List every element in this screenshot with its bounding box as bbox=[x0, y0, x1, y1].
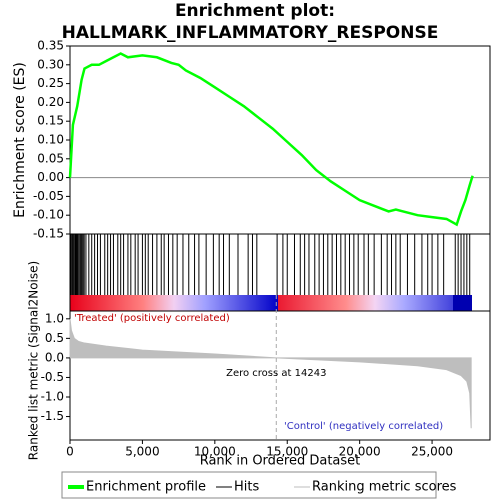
color-bar bbox=[278, 295, 472, 311]
y-axis-label: Ranked list metric (Signal2Noise) bbox=[27, 261, 41, 460]
x-tick-label: 15,000 bbox=[266, 445, 308, 459]
color-bar bbox=[70, 295, 278, 311]
legend-label: Enrichment profile bbox=[86, 480, 206, 495]
y-tick-label: 0.25 bbox=[37, 76, 64, 90]
neg-label: 'Control' (negatively correlated) bbox=[284, 421, 443, 432]
legend-label: Hits bbox=[234, 480, 259, 495]
y-tick-label: -0.5 bbox=[41, 370, 64, 384]
y-tick-label: 0.35 bbox=[37, 39, 64, 53]
y-tick-label: -1.0 bbox=[41, 390, 64, 404]
plot-frame bbox=[69, 45, 491, 235]
x-axis-label: Rank in Ordered Dataset bbox=[200, 454, 361, 469]
chart-title: Enrichment plot: bbox=[175, 1, 335, 21]
y-tick-label: 0.10 bbox=[37, 133, 64, 147]
x-tick-label: 10,000 bbox=[194, 445, 236, 459]
y-tick-label: 0.0 bbox=[45, 350, 64, 364]
x-tick-label: 0 bbox=[66, 445, 74, 459]
plot-frame bbox=[69, 310, 491, 441]
y-tick-label: -0.05 bbox=[33, 189, 64, 203]
y-tick-label: 0.5 bbox=[45, 331, 64, 345]
legend-label: Ranking metric scores bbox=[312, 480, 457, 495]
y-tick-label: -0.15 bbox=[33, 227, 64, 241]
y-tick-label: -0.10 bbox=[33, 208, 64, 222]
x-tick-label: 20,000 bbox=[339, 445, 381, 459]
y-tick-label: 0.15 bbox=[37, 114, 64, 128]
pos-label: 'Treated' (positively correlated) bbox=[74, 313, 230, 324]
y-tick-label: 0.00 bbox=[37, 170, 64, 184]
es-line bbox=[68, 52, 474, 227]
metric-area bbox=[69, 318, 472, 429]
y-tick-label: 0.30 bbox=[37, 57, 64, 71]
y-tick-label: 0.05 bbox=[37, 151, 64, 165]
color-bar-end bbox=[453, 295, 472, 311]
x-tick-label: 5,000 bbox=[125, 445, 159, 459]
y-tick-label: -1.5 bbox=[41, 409, 64, 423]
y-tick-label: 0.20 bbox=[37, 95, 64, 109]
legend-box bbox=[61, 471, 437, 499]
y-axis-label: Enrichment score (ES) bbox=[12, 62, 28, 218]
x-tick-label: 25,000 bbox=[411, 445, 453, 459]
zero-cross-label: Zero cross at 14243 bbox=[226, 368, 326, 379]
chart-subtitle: HALLMARK_INFLAMMATORY_RESPONSE bbox=[62, 23, 439, 43]
y-tick-label: 1.0 bbox=[45, 311, 64, 325]
